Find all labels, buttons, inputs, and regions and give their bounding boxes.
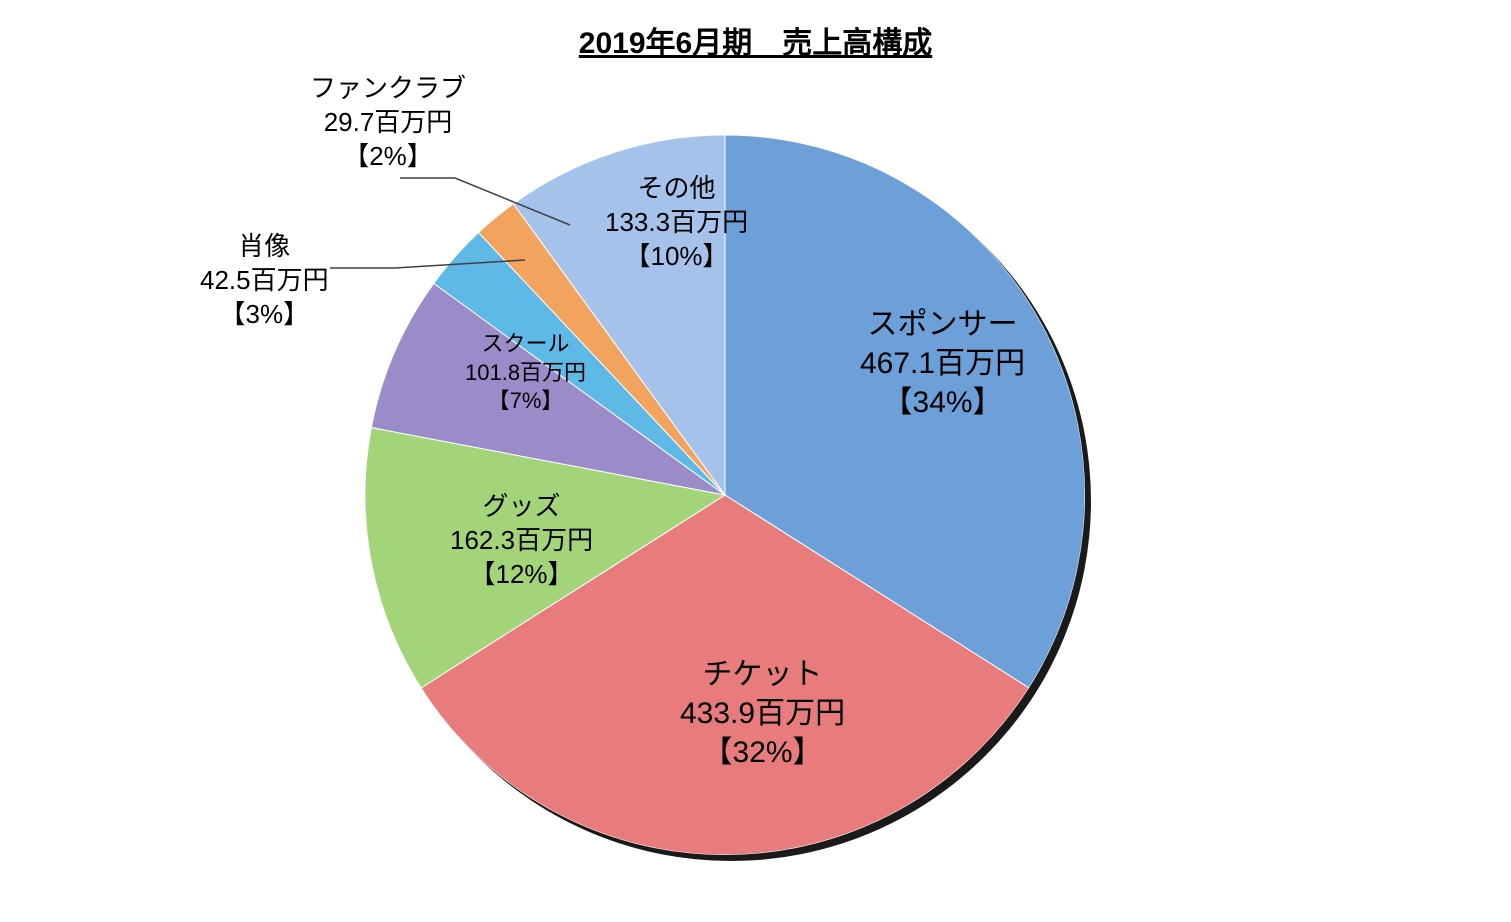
pie-svg [365, 135, 1085, 855]
slice-name: 肖像 [200, 230, 329, 264]
slice-percent: 【3%】 [200, 298, 329, 332]
slice-label: 肖像42.5百万円【3%】 [200, 230, 329, 331]
pie-chart [365, 135, 1085, 855]
chart-title: 2019年6月期 売上高構成 [579, 18, 932, 62]
slice-name: ファンクラブ [310, 72, 466, 106]
slice-value: 42.5百万円 [200, 264, 329, 298]
